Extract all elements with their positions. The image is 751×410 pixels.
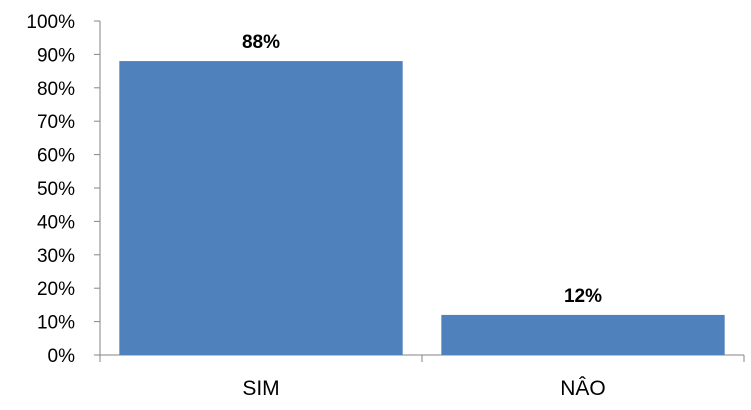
bar	[119, 61, 403, 356]
y-tick-label: 80%	[37, 79, 75, 100]
data-labels: 88% 12%	[242, 32, 602, 307]
data-label: 12%	[564, 286, 602, 307]
y-axis: 0% 10% 20% 30% 40% 50% 60% 70% 80% 90% 100%	[26, 12, 101, 367]
y-tick-label: 40%	[37, 212, 75, 233]
y-tick-label: 0%	[48, 346, 76, 367]
data-label: 88%	[242, 32, 280, 53]
x-category-label: NÂO	[560, 377, 606, 400]
y-tick-label: 60%	[37, 146, 75, 167]
bars	[119, 61, 725, 356]
y-tick-label: 70%	[37, 112, 75, 133]
y-tick-label: 100%	[26, 12, 75, 33]
x-category-label: SIM	[242, 377, 279, 400]
y-tick-label: 20%	[37, 279, 75, 300]
x-axis: SIM NÂO	[99, 354, 745, 400]
y-tick-label: 90%	[37, 45, 75, 66]
y-tick-label: 50%	[37, 179, 75, 200]
y-tick-label: 30%	[37, 246, 75, 267]
y-tick-label: 10%	[37, 313, 75, 334]
bar	[441, 314, 725, 355]
